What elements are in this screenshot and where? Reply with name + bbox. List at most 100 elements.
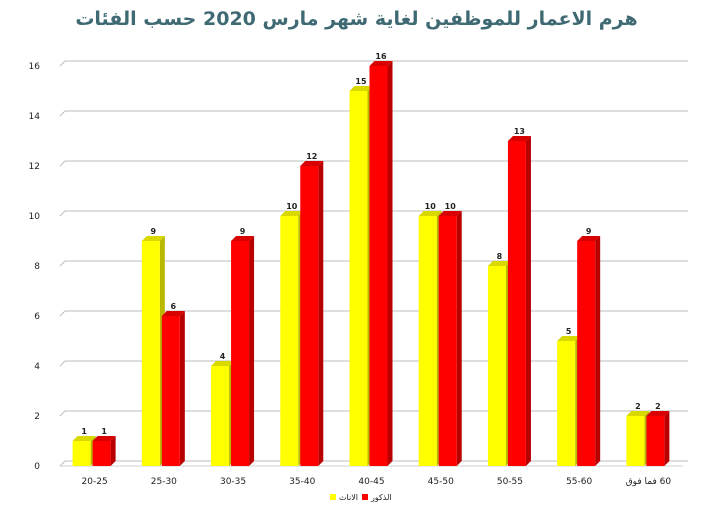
- female-bar-front: [211, 366, 230, 466]
- female-bar-front: [349, 91, 368, 466]
- x-tick-label: 60 فما فوق: [626, 477, 672, 487]
- male-bar: [231, 236, 255, 466]
- female-bar-value-label: 10: [425, 202, 437, 211]
- male-bar-side: [595, 236, 601, 466]
- y-tick-label: 12: [29, 162, 40, 172]
- y-tick-label: 14: [29, 112, 41, 122]
- male-bar: [161, 311, 185, 466]
- male-bar-value-label: 12: [306, 152, 317, 161]
- gridline-depth: [59, 110, 66, 117]
- x-tick-label: 20-25: [82, 477, 108, 487]
- gridline-depth: [59, 410, 66, 417]
- x-tick-label: 50-55: [497, 477, 523, 487]
- male-bar: [646, 411, 670, 466]
- female-bar-top: [418, 211, 442, 216]
- male-bar-value-label: 9: [586, 227, 592, 236]
- male-bar-value-label: 13: [514, 127, 525, 136]
- x-tick-label: 40-45: [358, 477, 384, 487]
- x-tick-label: 25-30: [151, 477, 177, 487]
- male-bar-front: [92, 441, 111, 466]
- female-bar: [418, 211, 442, 466]
- x-tick-label: 45-50: [428, 477, 454, 487]
- male-bar-top: [577, 236, 601, 241]
- legend-female-label: الاناث: [339, 493, 358, 502]
- male-bar-top: [369, 61, 393, 66]
- male-bar-top: [300, 161, 324, 166]
- female-bar-value-label: 15: [355, 77, 367, 86]
- male-bar: [577, 236, 601, 466]
- female-bar-front: [418, 216, 437, 466]
- male-bar-front: [161, 316, 180, 466]
- male-bar: [92, 436, 116, 466]
- male-bar-value-label: 16: [375, 52, 387, 61]
- gridline-depth: [59, 260, 66, 267]
- chart-title: هرم الاعمار للموظفين لغاية شهر مارس 2020…: [75, 8, 638, 30]
- gridline-depth: [59, 310, 66, 317]
- male-bar-front: [300, 166, 319, 466]
- female-bar: [626, 411, 650, 466]
- female-bar: [280, 211, 304, 466]
- male-bar-side: [318, 161, 324, 466]
- female-bar-top: [626, 411, 650, 416]
- male-bar-front: [507, 141, 526, 466]
- female-bar-value-label: 5: [566, 327, 572, 336]
- female-bar: [211, 361, 235, 466]
- female-bar-value-label: 8: [497, 252, 503, 261]
- male-bar-side: [664, 411, 670, 466]
- gridline-depth: [59, 160, 66, 167]
- gridline-depth: [59, 360, 66, 367]
- female-bar-top: [557, 336, 581, 341]
- female-bar-value-label: 2: [635, 402, 641, 411]
- female-bar-front: [487, 266, 506, 466]
- female-bar: [487, 261, 511, 466]
- y-tick-label: 2: [34, 412, 40, 422]
- male-bar-top: [231, 236, 255, 241]
- x-tick-label: 30-35: [220, 477, 246, 487]
- male-bar: [300, 161, 324, 466]
- male-bar-side: [110, 436, 116, 466]
- female-bar-top: [72, 436, 96, 441]
- male-bar-value-label: 2: [655, 402, 661, 411]
- male-bar-front: [646, 416, 665, 466]
- female-bar-front: [557, 341, 576, 466]
- x-tick-label: 35-40: [289, 477, 315, 487]
- legend-female-swatch: [330, 494, 336, 500]
- male-bar-side: [525, 136, 531, 466]
- female-bar: [141, 236, 165, 466]
- male-bar-top: [92, 436, 116, 441]
- female-bar-value-label: 4: [220, 352, 226, 361]
- legend-female: الاناث: [330, 493, 358, 502]
- female-bar-front: [141, 241, 160, 466]
- female-bar-front: [626, 416, 645, 466]
- female-bar-top: [280, 211, 304, 216]
- legend-male: الذكور: [362, 493, 392, 502]
- male-bar-front: [369, 66, 388, 466]
- gridline-depth: [59, 60, 66, 67]
- y-tick-label: 6: [34, 312, 40, 322]
- female-bar-top: [487, 261, 511, 266]
- female-bar: [72, 436, 96, 466]
- female-bar-front: [280, 216, 299, 466]
- y-tick-label: 10: [29, 212, 41, 222]
- male-bar: [369, 61, 393, 466]
- gridline-depth: [59, 210, 66, 217]
- female-bar: [349, 86, 373, 466]
- female-bar-value-label: 1: [81, 427, 87, 436]
- male-bar-side: [387, 61, 393, 466]
- female-bar: [557, 336, 581, 466]
- legend-male-label: الذكور: [370, 493, 392, 502]
- male-bar-side: [456, 211, 462, 466]
- male-bar-front: [231, 241, 250, 466]
- male-bar-front: [577, 241, 596, 466]
- male-bar-value-label: 9: [240, 227, 246, 236]
- female-bar-value-label: 9: [151, 227, 157, 236]
- female-bar-top: [141, 236, 165, 241]
- male-bar-side: [179, 311, 185, 466]
- x-tick-label: 55-60: [566, 477, 592, 487]
- male-bar: [507, 136, 531, 466]
- y-tick-label: 0: [34, 462, 40, 472]
- male-bar-value-label: 10: [445, 202, 457, 211]
- male-bar-top: [507, 136, 531, 141]
